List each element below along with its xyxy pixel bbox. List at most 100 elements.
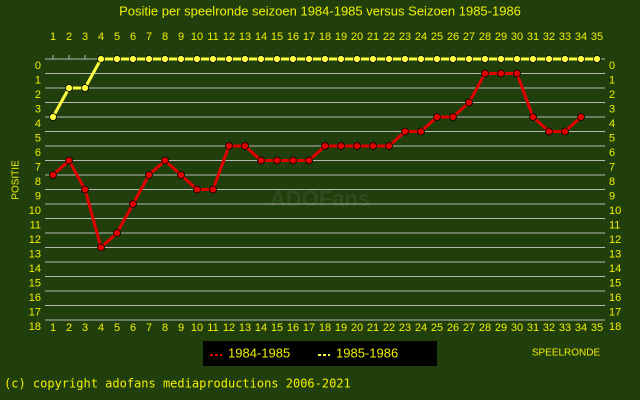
point [289,156,297,165]
x-tick-label: 4 [98,31,104,43]
point [433,113,441,121]
x-tick-label: 6 [130,31,136,43]
point [529,113,537,121]
x-tick-label: 5 [114,322,120,334]
point [193,185,201,194]
point [129,55,137,63]
x-tick-label: 21 [367,31,379,43]
x-tick-label: 27 [463,322,475,334]
point [97,243,105,252]
point [321,142,329,150]
y-tick-label: 0 [609,60,615,72]
y-tick-label: 17 [29,306,41,318]
point [481,55,489,63]
y-tick-label: 13 [29,248,41,260]
point [321,55,329,63]
x-tick-label: 23 [399,322,411,334]
point [385,55,393,63]
point [385,142,393,150]
point [113,229,121,237]
x-tick-label: 34 [575,322,587,334]
chart-title: Positie per speelronde seizoen 1984-1985… [119,3,521,18]
point [513,69,521,78]
x-tick-label: 18 [319,322,331,334]
x-tick-label: 17 [303,31,315,43]
x-tick-label: 32 [543,322,555,334]
x-tick-label: 10 [191,322,203,334]
y-tick-label: 12 [609,234,621,246]
point [449,113,457,121]
y-tick-label: 6 [35,147,41,159]
point [257,55,265,63]
y-tick-label: 1 [609,74,615,86]
x-tick-label: 12 [223,322,235,334]
y-tick-label: 10 [609,205,621,217]
x-tick-label: 20 [351,322,363,334]
x-tick-label: 24 [415,322,427,334]
x-tick-label: 20 [351,31,363,43]
point [529,55,537,63]
y-tick-label: 3 [609,103,615,115]
point [273,55,281,63]
x-tick-label: 30 [511,31,523,43]
series-line [51,72,583,251]
x-tick-label: 31 [527,31,539,43]
x-tick-label: 26 [447,322,459,334]
legend-label: 1984-1985 [228,345,290,360]
y-tick-label: 5 [609,132,615,144]
legend-label: 1985-1986 [336,345,398,360]
x-tick-label: 2 [66,322,72,334]
x-tick-label: 32 [543,31,555,43]
y-tick-label: 8 [35,176,41,188]
point [81,185,89,194]
point [497,69,505,78]
point [513,55,521,63]
y-tick-label: 15 [609,277,621,289]
x-tick-label: 18 [319,31,331,43]
y-tick-label: 7 [35,161,41,173]
point [177,55,185,63]
x-tick-label: 3 [82,31,88,43]
x-tick-label: 28 [479,322,491,334]
y-tick-label: 10 [29,205,41,217]
point [209,185,217,194]
x-tick-label: 15 [271,322,283,334]
x-tick-label: 19 [335,31,347,43]
x-tick-label: 17 [303,322,315,334]
x-tick-label: 23 [399,31,411,43]
point [545,55,553,63]
point [241,55,249,63]
y-axis-label: POSITIE [11,160,22,200]
point [417,55,425,63]
point [417,127,425,136]
x-tick-label: 4 [98,322,104,334]
y-tick-label: 13 [609,248,621,260]
x-tick-label: 14 [255,322,267,334]
legend-box [203,341,437,366]
x-tick-label: 14 [255,31,267,43]
x-tick-label: 11 [207,31,218,43]
x-tick-label: 1 [50,322,56,334]
y-tick-label: 5 [35,132,41,144]
point [289,55,297,63]
x-tick-label: 2 [66,31,72,43]
x-tick-label: 15 [271,31,283,43]
x-tick-label: 10 [191,31,203,43]
point [577,55,585,63]
x-tick-label: 34 [575,31,587,43]
point [49,171,57,179]
point [561,55,569,63]
point [65,156,73,165]
point [577,113,585,121]
x-tick-label: 16 [287,31,299,43]
point [129,200,137,208]
point [161,156,169,165]
point [353,142,361,150]
point [465,98,473,107]
point [97,55,105,63]
x-tick-label: 22 [383,31,395,43]
x-tick-label: 33 [559,322,571,334]
point [145,171,153,179]
